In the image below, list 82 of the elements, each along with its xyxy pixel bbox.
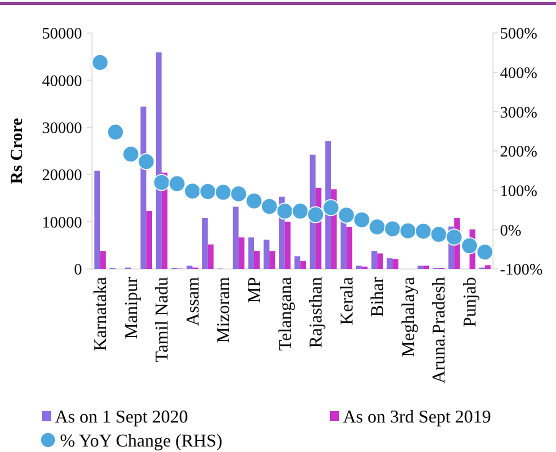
bar [418,266,424,269]
bar [386,258,393,269]
bar [264,240,270,269]
point [338,206,355,224]
bar [146,210,152,269]
point [461,237,478,254]
bar [238,237,244,269]
point [307,206,324,224]
point [430,226,448,243]
point [446,228,463,246]
bar [300,260,306,269]
bar [254,251,260,269]
point [322,199,340,216]
point [122,146,140,163]
point [276,202,294,220]
x-tick-label: Karnataka [90,276,110,351]
bar [371,251,378,269]
legend-label: As on 1 Sept 2020 [55,406,188,426]
point [384,220,402,238]
point [246,192,263,210]
x-tick-label: Aruna.Pradesh [428,277,449,384]
legend-label: % YoY Change (RHS) [60,430,222,450]
bar [269,251,276,269]
x-tick-label: Assam [182,277,202,326]
bar [232,206,239,269]
bar [356,266,362,269]
x-tick-label: Mizoram [213,277,234,343]
point [368,218,386,236]
point [184,182,201,200]
point [153,174,170,191]
bar [423,266,430,269]
point [414,222,432,240]
point [106,124,124,141]
point [92,54,109,71]
y-tick-label: 50000 [42,26,82,43]
x-tick-label: Rajasthan [306,277,326,348]
x-tick-label: MP [244,277,264,304]
x-tick-label: Punjab [460,277,480,328]
y2-tick-label: 100% [500,182,538,200]
y2-tick-label: -100% [500,262,543,279]
y-tick-label: 40000 [42,72,82,90]
y-tick-label: 10000 [42,214,82,232]
bar [392,259,398,269]
x-tick-label: Kerala [336,276,356,325]
bar [100,251,106,269]
bar [377,253,383,269]
point [168,175,186,192]
point [138,153,155,170]
x-tick-label: Telangana [274,276,295,351]
point [230,185,248,202]
y-tick-label: 30000 [42,120,82,137]
y-axis-title: Rs Crore [7,118,26,184]
bar [346,226,352,269]
bar [284,222,291,269]
y2-tick-label: 300% [500,104,538,122]
y2-tick-label: 400% [500,64,538,82]
point [260,198,278,215]
point [214,184,232,201]
y2-tick-label: 200% [500,144,538,161]
bar [294,256,300,269]
bar [186,266,192,269]
point [292,202,309,220]
x-tick-label: Meghalaya [398,276,418,357]
bar [202,218,208,269]
bar [208,244,214,269]
bar [140,106,146,269]
point [199,183,216,200]
x-tick-label: Manipur [120,277,141,339]
bar [94,170,100,269]
point [353,211,370,228]
x-tick-label: Bihar [367,277,388,317]
bar [340,219,346,269]
y-tick-label: 0 [74,262,82,279]
y2-tick-label: 0% [500,222,522,240]
point [399,222,416,240]
x-tick-label: Tamil Nadu [152,277,172,362]
y-tick-label: 20000 [42,167,82,184]
point [476,244,494,261]
y2-tick-label: 500% [500,26,538,43]
bar [484,265,491,269]
legend-label: As on 3rd Sept 2019 [343,406,491,426]
bar [248,237,254,269]
